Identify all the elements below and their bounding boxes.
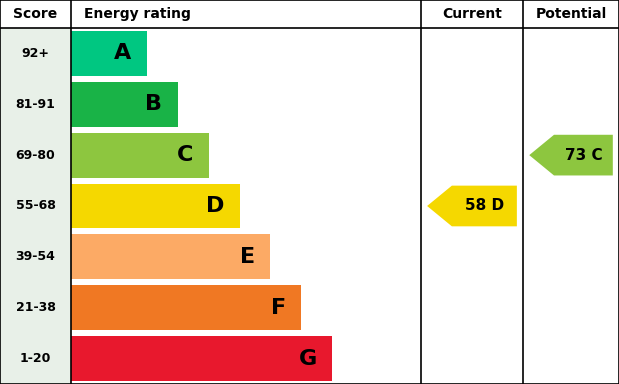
- Bar: [71, 31, 147, 76]
- Text: 1-20: 1-20: [20, 352, 51, 365]
- Text: Energy rating: Energy rating: [84, 7, 191, 21]
- Bar: [0, 180, 71, 232]
- Text: F: F: [271, 298, 286, 318]
- Bar: [71, 285, 301, 330]
- Bar: [71, 184, 240, 228]
- Text: 92+: 92+: [22, 47, 50, 60]
- Bar: [71, 133, 209, 177]
- Text: 21-38: 21-38: [15, 301, 56, 314]
- Text: 73 C: 73 C: [565, 147, 602, 163]
- Text: A: A: [114, 43, 131, 63]
- Text: Score: Score: [14, 7, 58, 21]
- Bar: [71, 82, 178, 127]
- Text: 58 D: 58 D: [465, 199, 504, 214]
- Text: Potential: Potential: [535, 7, 607, 21]
- Text: 39-54: 39-54: [15, 250, 56, 263]
- Polygon shape: [529, 135, 613, 175]
- Bar: [71, 235, 271, 279]
- Text: D: D: [206, 196, 224, 216]
- Text: G: G: [298, 349, 317, 369]
- Bar: [71, 336, 332, 381]
- Text: B: B: [145, 94, 162, 114]
- Bar: [0, 232, 71, 282]
- Polygon shape: [427, 185, 517, 226]
- Text: 69-80: 69-80: [15, 149, 56, 162]
- Bar: [0, 282, 71, 333]
- Text: C: C: [177, 145, 193, 165]
- Bar: [0, 79, 71, 130]
- Text: 55-68: 55-68: [15, 199, 56, 212]
- Bar: [0, 333, 71, 384]
- Text: Current: Current: [442, 7, 502, 21]
- Bar: [0, 130, 71, 180]
- Text: 81-91: 81-91: [15, 98, 56, 111]
- Bar: [0, 0, 619, 28]
- Text: E: E: [240, 247, 255, 267]
- Bar: [0, 28, 71, 79]
